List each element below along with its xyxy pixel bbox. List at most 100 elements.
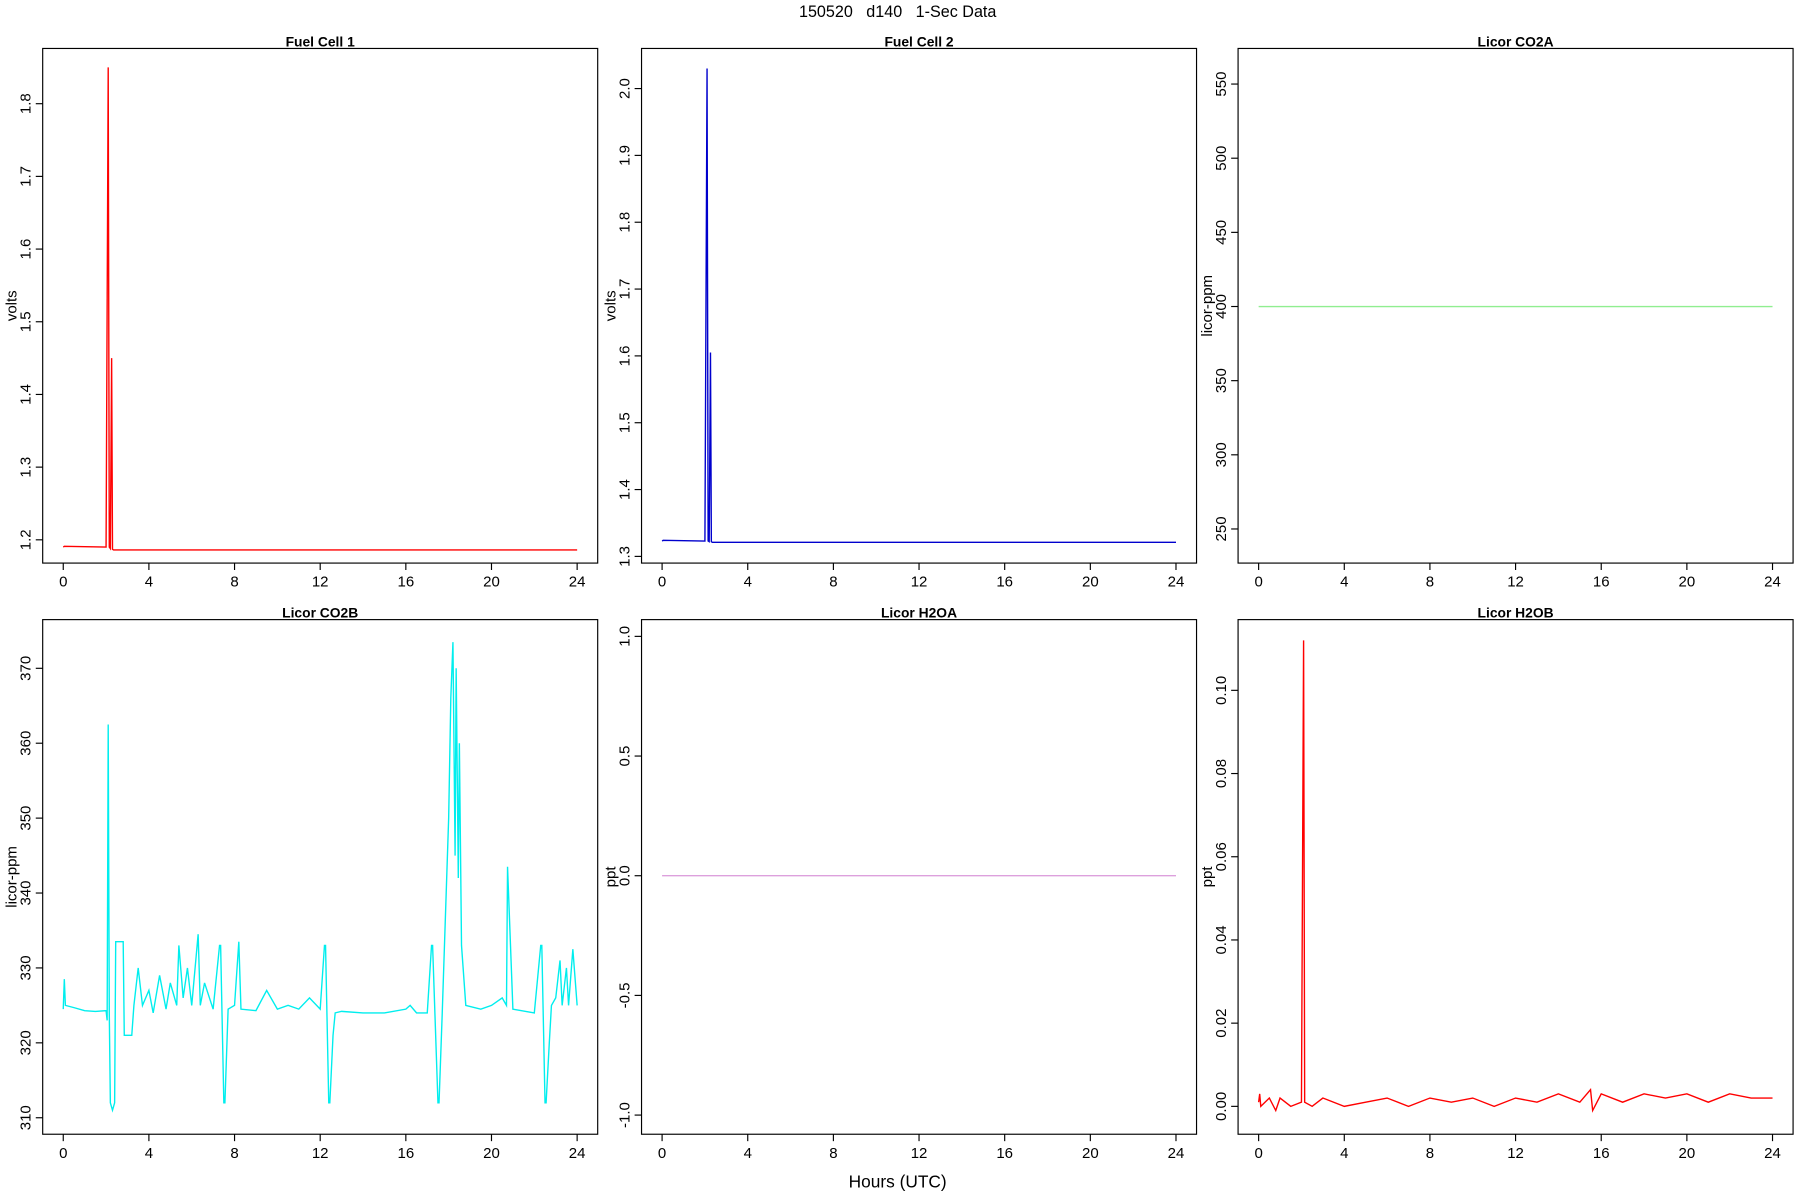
x-tick-label: 24 [1168,574,1185,591]
y-tick-label: 0.06 [1213,842,1230,871]
y-tick-label: 0.04 [1213,925,1230,954]
y-tick-label: 500 [1213,146,1230,171]
x-tick-label: 0 [658,1145,666,1162]
y-tick-label: 1.5 [18,311,35,332]
y-tick-label: 1.3 [616,546,633,567]
x-tick-label: 20 [1679,574,1696,591]
x-tick-label: 4 [145,574,153,591]
y-tick-label: 1.3 [18,457,35,478]
x-tick-label: 24 [1764,574,1781,591]
y-axis-label: volts [4,290,21,321]
data-line [62,67,578,551]
x-tick-label: 4 [744,1145,752,1162]
x-tick-label: 24 [1764,1145,1781,1162]
plot-frame [1237,619,1794,1135]
x-tick-label: 24 [1168,1145,1185,1162]
plot-frame [1237,47,1794,564]
y-tick-label: 0.5 [616,746,633,767]
panel-title: Licor CO2A [1478,33,1554,49]
y-tick-label: 350 [18,806,35,831]
y-axis-label: ppt [603,866,620,888]
y-tick-label: 1.2 [18,529,35,550]
y-tick-label: 1.0 [616,626,633,647]
x-tick-label: 20 [1082,1145,1099,1162]
x-tick-label: 24 [569,574,586,591]
x-tick-label: 12 [911,574,928,591]
y-tick-label: 330 [18,955,35,980]
x-tick-label: 0 [1254,574,1262,591]
y-tick-label: 350 [1213,368,1230,393]
y-tick-label: 0.10 [1213,676,1230,705]
y-tick-label: 1.8 [18,93,35,114]
x-tick-label: 12 [911,1145,928,1162]
y-tick-label: 400 [1213,294,1230,319]
y-axis-label: licor-ppm [4,846,21,908]
x-tick-label: 20 [1679,1145,1696,1162]
panel-title: Fuel Cell 2 [884,33,953,49]
x-tick-label: 8 [230,1145,238,1162]
plot-frame [42,619,599,1135]
x-tick-label: 0 [1254,1145,1262,1162]
x-tick-label: 12 [1507,1145,1524,1162]
y-tick-label: 0.02 [1213,1009,1230,1038]
y-tick-label: -1.0 [616,1102,633,1128]
plot-frame [640,47,1198,564]
x-tick-label: 8 [1426,1145,1434,1162]
panel-title: Fuel Cell 1 [286,33,355,49]
data-line [661,68,1176,544]
y-tick-label: 1.5 [616,412,633,433]
x-tick-label: 20 [483,1145,500,1162]
x-tick-label: 16 [996,574,1013,591]
x-tick-label: 8 [1426,574,1434,591]
x-tick-label: 20 [1082,574,1099,591]
panel-title: Licor H2OB [1478,605,1554,621]
x-tick-label: 0 [658,574,666,591]
x-tick-label: 4 [1340,574,1348,591]
y-tick-label: 450 [1213,220,1230,245]
x-tick-label: 20 [483,574,500,591]
x-tick-label: 16 [397,574,414,591]
x-axis-label: Hours (UTC) [849,1171,947,1191]
y-tick-label: 1.7 [18,166,35,187]
plot-frame [42,47,599,564]
x-tick-label: 4 [744,574,752,591]
y-axis-label: ppt [1199,866,1216,888]
y-tick-label: 0.08 [1213,759,1230,788]
y-tick-label: 2.0 [616,78,633,99]
y-tick-label: 250 [1213,516,1230,541]
y-axis-label: licor-ppm [1199,275,1216,337]
y-tick-label: 1.6 [18,239,35,260]
x-tick-label: 4 [145,1145,153,1162]
x-tick-label: 0 [59,574,67,591]
x-tick-label: 8 [230,574,238,591]
figure-title: 150520 d140 1-Sec Data [799,3,996,21]
y-tick-label: 0.00 [1213,1092,1230,1121]
x-tick-label: 16 [1593,574,1610,591]
x-tick-label: 24 [569,1145,586,1162]
x-tick-label: 16 [996,1145,1013,1162]
y-tick-label: -0.5 [616,982,633,1008]
panel-title: Licor H2OA [881,605,957,621]
x-tick-label: 0 [59,1145,67,1162]
y-tick-label: 1.8 [616,212,633,233]
y-axis-label: volts [603,290,620,321]
x-tick-label: 4 [1340,1145,1348,1162]
y-tick-label: 370 [18,656,35,681]
y-tick-label: 340 [18,881,35,906]
y-tick-label: 320 [18,1030,35,1055]
x-tick-label: 16 [1593,1145,1610,1162]
y-tick-label: 310 [18,1105,35,1130]
y-tick-label: 1.4 [616,479,633,500]
y-tick-label: 1.9 [616,145,633,166]
panel-title: Licor CO2B [282,605,358,621]
y-tick-label: 0.0 [616,865,633,886]
data-line [1257,640,1773,1113]
x-tick-label: 8 [829,1145,837,1162]
y-tick-label: 300 [1213,442,1230,467]
x-tick-label: 8 [829,574,837,591]
y-tick-label: 550 [1213,72,1230,97]
x-tick-label: 16 [397,1145,414,1162]
x-tick-label: 12 [1507,574,1524,591]
